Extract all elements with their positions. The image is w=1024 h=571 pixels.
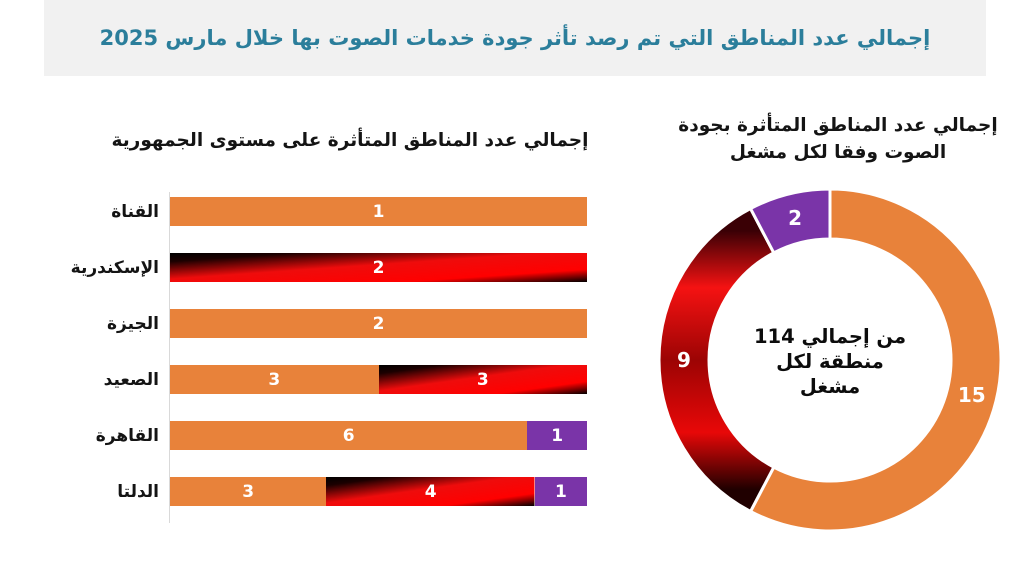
- bar-segment-red: 4: [326, 477, 535, 506]
- bar-value-label: 2: [372, 257, 385, 278]
- donut-slice-value-label: 15: [958, 383, 986, 407]
- category-label: القاهرة: [95, 425, 159, 446]
- category-label: القناة: [111, 201, 159, 222]
- bar-value-label: 1: [372, 201, 385, 222]
- donut-chart: 15 9 2 من إجمالي 114 منطقة لكل مشغل: [654, 184, 1006, 536]
- red-gradient-fill: [378, 365, 587, 394]
- bar-value-label: 1: [555, 481, 567, 502]
- bar-value-label: 3: [476, 369, 489, 390]
- bar-row: القناة 1: [111, 197, 587, 226]
- bar-value-label: 2: [372, 313, 385, 334]
- red-gradient-fill: [170, 253, 587, 282]
- donut-slice-value-label: 2: [788, 206, 802, 230]
- bar-segment-purple: 1: [534, 477, 587, 506]
- bar-segment-orange: 3: [170, 365, 379, 394]
- page-title: إجمالي عدد المناطق التي تم رصد تأثر جودة…: [99, 26, 931, 50]
- bar-row: الدلتا 3 4 1: [117, 477, 587, 506]
- category-label: الدلتا: [117, 481, 159, 502]
- bar-value-label: 4: [424, 481, 437, 502]
- category-axis-line: [169, 192, 170, 523]
- donut-slice-red: [657, 206, 776, 514]
- bar-segment-orange: 2: [170, 309, 587, 338]
- donut-chart-title: إجمالي عدد المناطق المتأثرة بجودة الصوت …: [666, 112, 1010, 166]
- bar-row: الإسكندرية 2: [71, 253, 587, 282]
- donut-center-line-2: منطقة لكل: [776, 350, 884, 373]
- donut-slice-value-label: 9: [677, 348, 691, 372]
- bar-row: الصعيد 3 3: [104, 365, 587, 394]
- category-label: الجيزة: [106, 313, 159, 334]
- red-gradient-fill: [326, 477, 535, 506]
- header-banner: إجمالي عدد المناطق التي تم رصد تأثر جودة…: [44, 0, 986, 76]
- bar-segment-orange: 1: [170, 197, 587, 226]
- bar-value-label: 6: [342, 425, 355, 446]
- bar-value-label: 3: [242, 481, 255, 502]
- bar-value-label: 1: [551, 425, 564, 446]
- bar-plot-area: القناة 1 الإسكندرية 2 الجيزة 2 الصعيد 3 3 القاهرة…: [71, 197, 587, 506]
- category-label: الصعيد: [103, 369, 159, 390]
- bar-segment-red: 3: [378, 365, 587, 394]
- donut-title-line-2: الصوت وفقا لكل مشغل: [729, 142, 947, 163]
- bar-segment-orange: 6: [170, 421, 528, 450]
- donut-title-line-1: إجمالي عدد المناطق المتأثرة بجودة: [678, 115, 998, 136]
- bar-chart-title: إجمالي عدد المناطق المتأثرة على مستوى ال…: [111, 130, 589, 151]
- donut-slice-purple: [748, 187, 832, 255]
- bar-value-label: 3: [268, 369, 281, 390]
- bar-segment-orange: 3: [170, 477, 327, 506]
- donut-center-text: من إجمالي 114 منطقة لكل مشغل: [720, 324, 940, 399]
- bar-segment-red: 2: [170, 253, 587, 282]
- donut-slice-orange: [748, 187, 1003, 533]
- bar-row: القاهرة 6 1: [96, 421, 587, 450]
- bar-segment-purple: 1: [527, 421, 587, 450]
- donut-center-line-3: مشغل: [799, 375, 861, 398]
- bar-row: الجيزة 2: [107, 309, 587, 338]
- donut-center-line-1: من إجمالي 114: [753, 325, 907, 348]
- category-label: الإسكندرية: [70, 257, 159, 278]
